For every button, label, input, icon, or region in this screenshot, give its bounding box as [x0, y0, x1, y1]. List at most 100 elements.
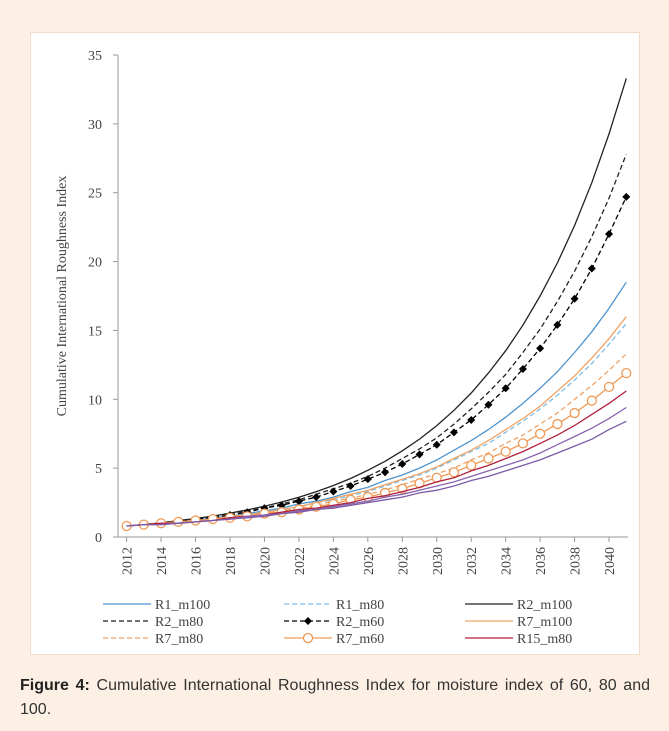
legend-marker [304, 617, 312, 625]
legend-item: R7_m80 [103, 632, 203, 647]
caption-label: Figure 4: [20, 677, 90, 694]
x-tick-label: 2014 [155, 547, 170, 575]
circle-marker [569, 407, 580, 419]
figure-caption: Figure 4: Cumulative International Rough… [20, 674, 650, 722]
y-axis-label: Cumulative International Roughness Index [55, 176, 70, 417]
diamond-marker [398, 460, 407, 469]
y-tick-label: 10 [88, 393, 102, 408]
legend-item: R15_m80 [465, 632, 572, 647]
x-tick-label: 2032 [465, 547, 480, 575]
diamond-marker [536, 344, 545, 353]
series [126, 390, 627, 527]
legend-label: R2_m60 [336, 615, 384, 630]
series [126, 78, 627, 527]
legend-label: R7_m80 [155, 632, 203, 647]
series [126, 406, 627, 527]
series [126, 153, 627, 527]
diamond-marker [415, 450, 424, 459]
diamond-marker [484, 400, 493, 409]
diamond-marker [329, 487, 338, 496]
circle-marker [586, 395, 597, 406]
y-tick-label: 25 [88, 187, 102, 202]
x-tick-label: 2022 [293, 547, 308, 575]
diamond-marker [518, 364, 527, 373]
x-tick-label: 2012 [121, 547, 136, 575]
diamond-marker [294, 497, 303, 506]
y-tick-label: 5 [95, 462, 102, 477]
series-line [126, 78, 627, 527]
circle-marker [483, 453, 494, 464]
x-tick-label: 2038 [569, 547, 584, 575]
x-tick-label: 2020 [258, 547, 273, 575]
x-tick-label: 2034 [500, 547, 515, 575]
x-tick-label: 2030 [431, 547, 446, 575]
circle-marker [448, 467, 460, 478]
circle-marker [603, 381, 615, 393]
circle-marker [534, 428, 546, 439]
diamond-marker [277, 501, 286, 510]
y-tick-label: 20 [88, 256, 102, 271]
y-tick-label: 0 [95, 531, 102, 546]
legend-label: R2_m100 [517, 598, 572, 613]
diamond-marker [605, 230, 614, 239]
legend-marker [302, 632, 314, 644]
diamond-marker [553, 320, 562, 329]
x-tick-label: 2018 [224, 547, 239, 575]
series [126, 353, 627, 527]
diamond-marker [587, 264, 596, 273]
x-tick-label: 2024 [327, 547, 342, 575]
series-line [126, 390, 627, 527]
legend-item: R2_m100 [465, 598, 572, 613]
legend-label: R1_m80 [336, 598, 384, 613]
legend-item: R7_m100 [465, 615, 572, 630]
series-line [126, 153, 627, 527]
caption-text: Cumulative International Roughness Index… [20, 677, 650, 718]
series-line [126, 196, 627, 527]
legend-label: R2_m80 [155, 615, 203, 630]
diamond-marker [363, 475, 372, 484]
circle-marker [207, 513, 218, 525]
x-tick-label: 2026 [362, 547, 377, 575]
x-tick-label: 2028 [396, 547, 411, 575]
series-line [126, 406, 627, 527]
circle-marker [173, 516, 184, 528]
series [122, 192, 631, 530]
circle-marker [190, 515, 201, 526]
diamond-marker [260, 504, 269, 513]
diamond-marker [312, 493, 321, 502]
y-tick-label: 35 [88, 49, 102, 64]
circle-marker [517, 438, 529, 449]
diamond-marker [467, 415, 476, 424]
x-tick-label: 2040 [603, 547, 618, 575]
diamond-marker [622, 192, 631, 201]
diamond-marker [501, 384, 510, 393]
circle-marker [552, 418, 563, 430]
legend-item: R1_m80 [284, 598, 384, 613]
legend-label: R15_m80 [517, 632, 572, 647]
legend-label: R7_m60 [336, 632, 384, 647]
circle-marker [621, 367, 632, 379]
x-tick-label: 2036 [534, 547, 549, 575]
legend-item: R1_m100 [103, 598, 210, 613]
diamond-marker [449, 428, 458, 437]
chart: Cumulative International Roughness Index… [55, 49, 632, 647]
legend-item: R7_m60 [284, 632, 384, 647]
diamond-marker [432, 440, 441, 449]
diamond-marker [570, 294, 579, 303]
x-tick-label: 2016 [190, 547, 205, 575]
figure-panel [30, 32, 640, 655]
y-tick-label: 30 [88, 118, 102, 133]
legend-label: R7_m100 [517, 615, 572, 630]
series-line [126, 353, 627, 527]
legend-label: R1_m100 [155, 598, 210, 613]
legend-item: R2_m80 [103, 615, 203, 630]
y-tick-label: 15 [88, 324, 102, 339]
legend-item: R2_m60 [284, 615, 384, 630]
series [126, 420, 627, 527]
diamond-marker [381, 468, 390, 477]
circle-marker [500, 446, 511, 457]
diamond-marker [346, 482, 355, 491]
series-line [126, 420, 627, 527]
circle-marker [466, 460, 477, 471]
